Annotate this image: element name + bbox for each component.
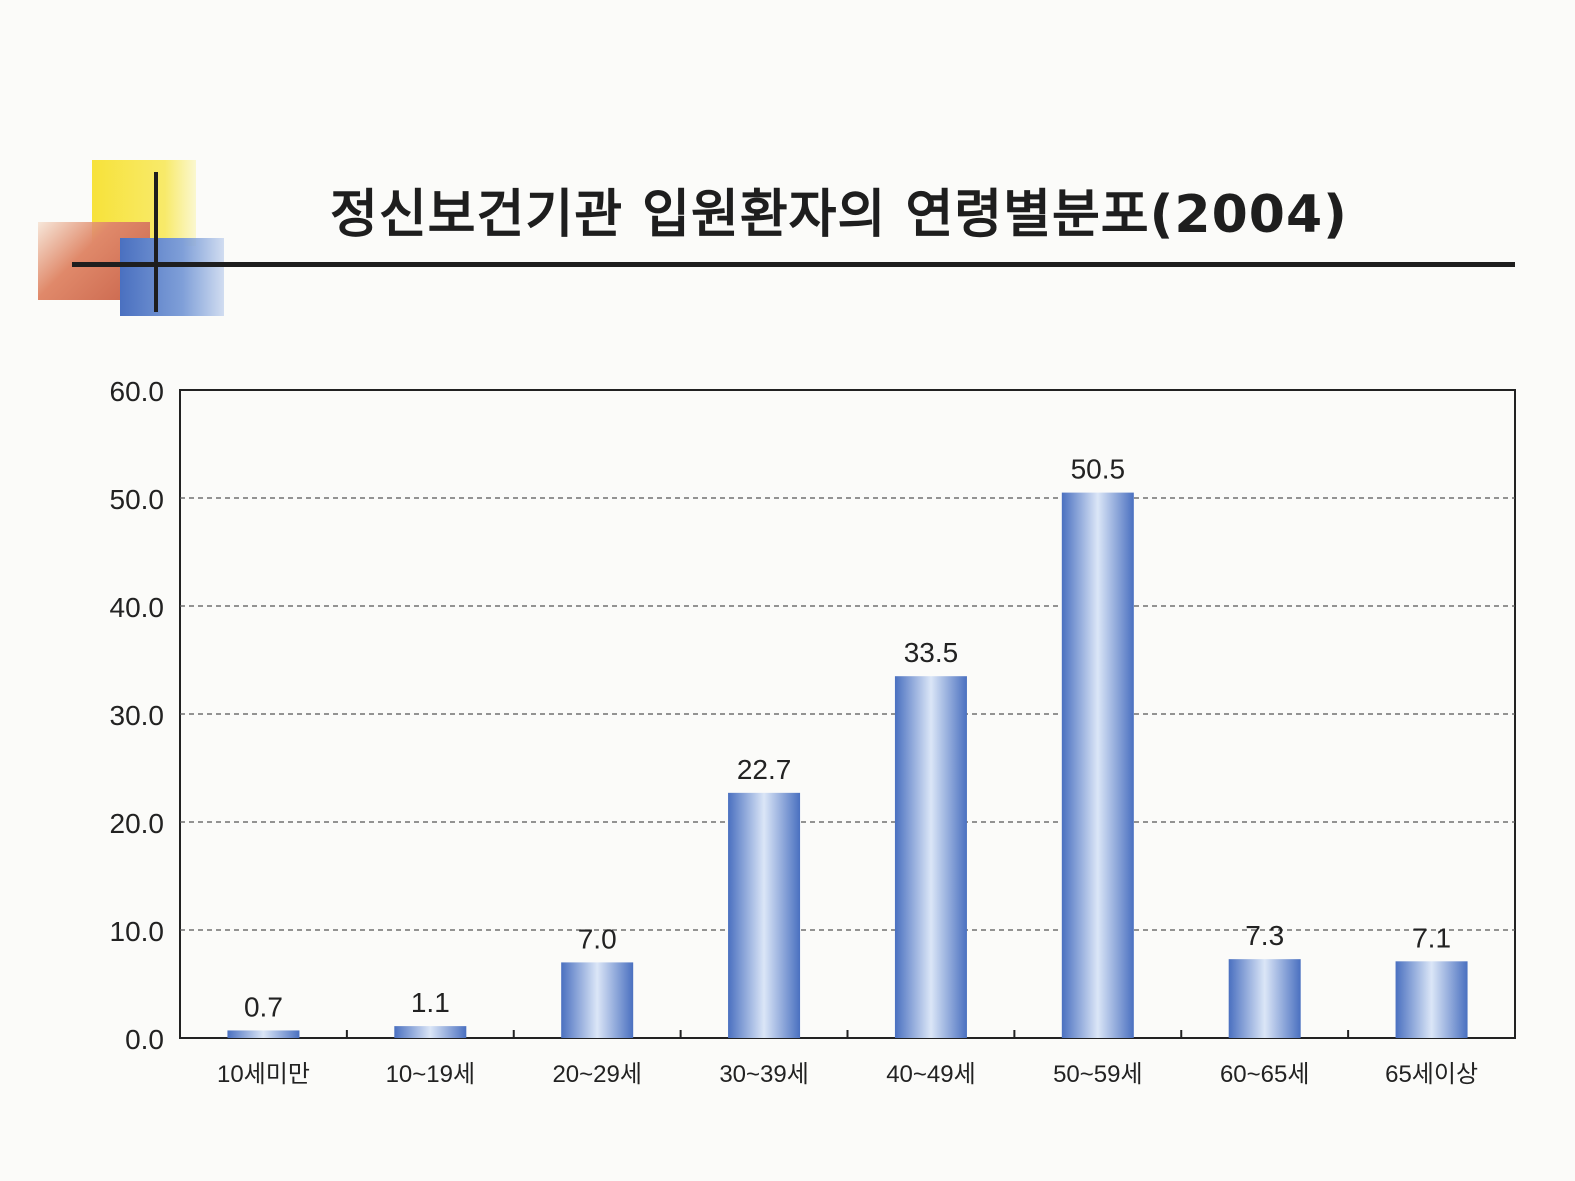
x-tick-label: 30~39세 bbox=[719, 1061, 809, 1088]
bars bbox=[227, 492, 1468, 1039]
x-tick-label: 10~19세 bbox=[386, 1061, 476, 1088]
bar-7 bbox=[1395, 961, 1468, 1038]
x-axis: 10세미만 10~19세 20~29세 30~39세 40~49세 50~59세 60~65… bbox=[217, 1030, 1478, 1088]
data-label: 33.5 bbox=[904, 637, 959, 668]
title-divider bbox=[72, 262, 1515, 267]
bar-4 bbox=[894, 676, 967, 1038]
bar-2 bbox=[561, 962, 634, 1038]
x-tick-label: 10세미만 bbox=[217, 1061, 310, 1088]
data-label: 22.7 bbox=[737, 754, 792, 785]
data-labels: 0.7 1.1 7.0 22.7 33.5 50.5 7.3 7.1 bbox=[244, 454, 1451, 1023]
x-tick-label: 40~49세 bbox=[886, 1061, 976, 1088]
data-label: 7.0 bbox=[578, 923, 617, 954]
y-tick-label: 30.0 bbox=[110, 700, 165, 731]
data-label: 7.3 bbox=[1245, 920, 1284, 951]
data-label: 0.7 bbox=[244, 991, 283, 1022]
x-tick-label: 60~65세 bbox=[1220, 1061, 1310, 1088]
y-tick-label: 0.0 bbox=[125, 1024, 164, 1055]
logo-cross-line bbox=[154, 172, 158, 312]
x-tick-label: 50~59세 bbox=[1053, 1061, 1143, 1088]
data-label: 7.1 bbox=[1412, 922, 1451, 953]
data-label: 1.1 bbox=[411, 987, 450, 1018]
bar-3 bbox=[728, 792, 801, 1038]
y-tick-label: 50.0 bbox=[110, 484, 165, 515]
x-tick-label: 65세이상 bbox=[1385, 1061, 1478, 1088]
chart-title: 정신보건기관 입원환자의 연령별분포(2004) bbox=[330, 185, 1348, 245]
y-tick-label: 60.0 bbox=[110, 376, 165, 407]
y-tick-label: 20.0 bbox=[110, 808, 165, 839]
y-tick-label: 40.0 bbox=[110, 592, 165, 623]
gridlines bbox=[180, 497, 1515, 931]
y-tick-label: 10.0 bbox=[110, 916, 165, 947]
bar-0 bbox=[227, 1030, 300, 1038]
y-axis: 0.0 10.0 20.0 30.0 40.0 50.0 60.0 bbox=[110, 376, 165, 1055]
bar-5 bbox=[1061, 492, 1134, 1039]
bar-1 bbox=[394, 1026, 467, 1038]
bar-6 bbox=[1228, 959, 1301, 1038]
data-label: 50.5 bbox=[1071, 454, 1126, 485]
x-tick-label: 20~29세 bbox=[552, 1061, 642, 1088]
logo-blue-square bbox=[120, 238, 224, 316]
